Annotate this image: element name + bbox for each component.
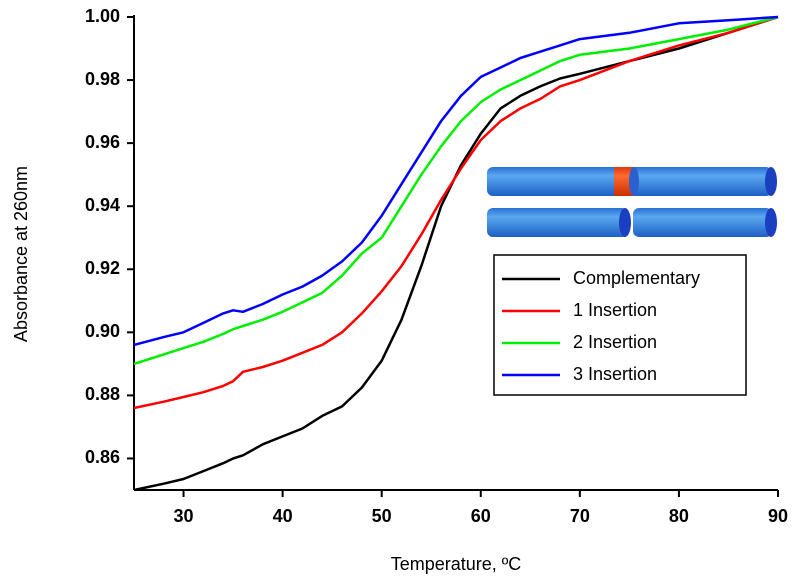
cylinder-end bbox=[619, 208, 631, 237]
x-tick-label: 30 bbox=[174, 506, 194, 526]
legend: Complementary 1 Insertion 2 Insertion 3 Ins… bbox=[493, 254, 747, 396]
cylinder-end bbox=[765, 208, 777, 237]
y-tick-label: 0.90 bbox=[85, 321, 120, 341]
y-tick-label: 1.00 bbox=[85, 6, 120, 26]
series-line bbox=[133, 15, 779, 347]
duplex-bottom-left bbox=[487, 208, 628, 237]
series-line bbox=[133, 15, 779, 366]
y-tick-label: 0.98 bbox=[85, 69, 120, 89]
duplex-diagram bbox=[487, 167, 777, 237]
x-tick-label: 80 bbox=[669, 506, 689, 526]
y-tick-label: 0.86 bbox=[85, 447, 120, 467]
series-line bbox=[133, 15, 779, 492]
x-tick-label: 90 bbox=[768, 506, 788, 526]
x-axis-label: Temperature, ºC bbox=[391, 554, 522, 574]
y-axis-label: Absorbance at 260nm bbox=[11, 166, 31, 342]
cylinder-end bbox=[765, 167, 777, 196]
x-tick-label: 40 bbox=[273, 506, 293, 526]
legend-label: 1 Insertion bbox=[573, 300, 657, 320]
x-tick-label: 70 bbox=[570, 506, 590, 526]
duplex-bottom-right bbox=[633, 208, 772, 237]
cylinder-end bbox=[629, 167, 639, 196]
y-tick-label: 0.88 bbox=[85, 384, 120, 404]
x-tick-label: 60 bbox=[471, 506, 491, 526]
legend-label: 2 Insertion bbox=[573, 332, 657, 352]
y-tick-label: 0.94 bbox=[85, 195, 120, 215]
series-line bbox=[133, 15, 779, 410]
y-tick-label: 0.96 bbox=[85, 132, 120, 152]
legend-label: Complementary bbox=[573, 268, 700, 288]
legend-label: 3 Insertion bbox=[573, 364, 657, 384]
insertion bbox=[614, 167, 634, 196]
x-tick-label: 50 bbox=[372, 506, 392, 526]
y-tick-label: 0.92 bbox=[85, 258, 120, 278]
